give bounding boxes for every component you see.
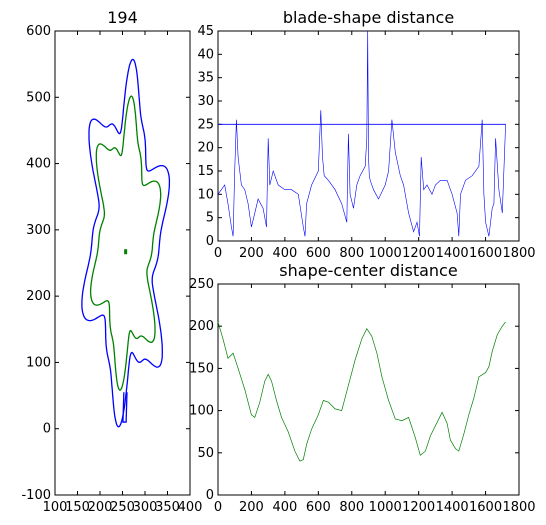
x-tick-label: 300 [133,500,158,515]
x-tick-label: 200 [239,246,264,261]
outer-contour-line [81,58,171,428]
x-tick-label: 1400 [436,500,469,515]
shape-center-distance-plot: shape-center distance 0 200 400 600 800 1000 1… [189,261,535,515]
y-tick-label: 250 [189,277,214,292]
leaf-stem-line [122,392,128,423]
x-tick-label: 250 [110,500,135,515]
y-tick-label: 300 [26,223,51,238]
y-tick-label: 100 [26,355,51,370]
x-tick-label: 600 [306,500,331,515]
y-tick-label: 15 [197,164,214,179]
center-marker [124,249,128,255]
x-tick-label: 1800 [502,500,535,515]
y-tick-label: 20 [197,141,214,156]
blade-distance-series-line [217,30,506,237]
x-tick-label: 400 [178,500,203,515]
y-tick-label: 40 [197,47,214,62]
x-tick-label: 1400 [436,246,469,261]
y-tick-label: 45 [197,24,214,39]
y-tick-label: 10 [197,187,214,202]
x-tick-label: 150 [65,500,90,515]
center-y-ticks: 0 50 100 150 200 250 [189,277,519,503]
x-tick-label: 1800 [502,246,535,261]
blade-y-ticks: 0 5 10 15 20 25 30 35 40 45 [197,24,519,249]
blade-x-ticks: 0 200 400 600 800 1000 1200 1400 1600 1800 [214,31,536,261]
y-tick-label: 150 [189,361,214,376]
y-tick-label: 25 [197,117,214,132]
center-plot-frame [217,283,520,496]
y-tick-label: 5 [206,211,214,226]
x-tick-label: 0 [214,246,222,261]
y-tick-label: 600 [26,24,51,39]
x-tick-label: 1200 [402,246,435,261]
x-tick-label: 1000 [369,500,402,515]
center-distance-series-line [217,321,506,462]
y-tick-label: 200 [26,289,51,304]
x-tick-label: 100 [43,500,68,515]
x-tick-label: 1200 [402,500,435,515]
x-tick-label: 1600 [469,246,502,261]
inner-contour-line [89,95,162,391]
x-tick-label: 350 [155,500,180,515]
y-tick-label: 0 [206,234,214,249]
leaf-plot-frame [54,30,191,496]
x-tick-label: 400 [272,500,297,515]
x-tick-label: 800 [339,500,364,515]
y-tick-label: 400 [26,157,51,172]
blade-plot-title: blade-shape distance [283,8,454,27]
y-tick-label: 0 [43,422,51,437]
y-tick-label: 30 [197,94,214,109]
blade-shape-distance-plot: blade-shape distance 0 200 400 600 800 1000 12… [197,8,535,261]
y-tick-label: -100 [21,488,51,503]
y-tick-label: 50 [197,446,214,461]
y-tick-label: 35 [197,71,214,86]
blade-plot-frame [217,30,520,242]
y-tick-label: 200 [189,319,214,334]
x-tick-label: 0 [214,500,222,515]
leaf-plot-title: 194 [107,8,138,27]
center-plot-title: shape-center distance [279,261,457,280]
x-tick-label: 200 [88,500,113,515]
x-tick-label: 800 [339,246,364,261]
x-tick-label: 1000 [369,246,402,261]
x-tick-label: 200 [239,500,264,515]
x-tick-label: 1600 [469,500,502,515]
center-x-ticks: 0 200 400 600 800 1000 1200 1400 1600 1800 [214,284,536,515]
y-tick-label: 100 [189,404,214,419]
y-tick-label: 0 [206,488,214,503]
x-tick-label: 600 [306,246,331,261]
x-tick-label: 400 [272,246,297,261]
y-tick-label: 500 [26,90,51,105]
leaf-y-ticks: -100 0 100 200 300 400 500 600 [21,24,190,503]
